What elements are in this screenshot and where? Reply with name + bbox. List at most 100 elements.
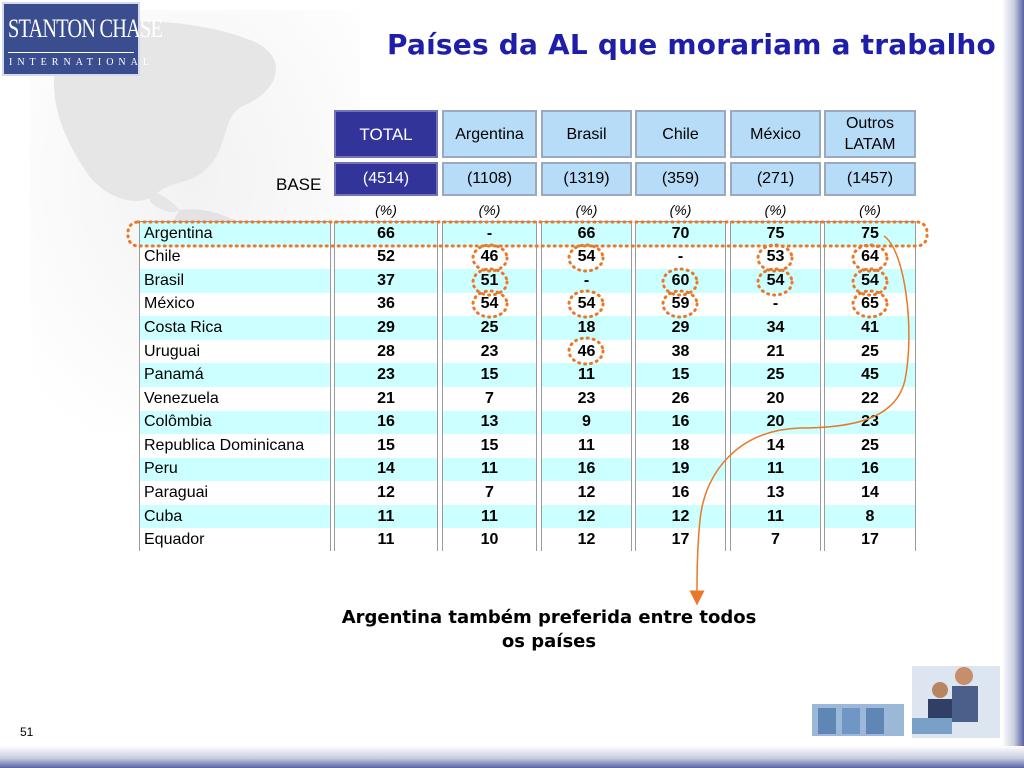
column-header-outros-latam: Outros LATAM (824, 110, 916, 158)
row-label: Equador (140, 528, 330, 552)
column-header-argentina: Argentina (442, 110, 537, 158)
table-cell: 19 (636, 457, 725, 482)
table-cell: 11 (335, 528, 437, 552)
table-cell: 13 (443, 410, 536, 435)
table-cell: 25 (731, 363, 820, 387)
table-cell: 54 (825, 269, 915, 293)
table-cell: 26 (636, 386, 725, 411)
row-label: Brasil (140, 269, 330, 293)
page-number: 51 (20, 725, 34, 739)
table-cell: 12 (335, 481, 437, 505)
slide-title: Países da AL que morariam a trabalho (387, 28, 996, 61)
table-cell: 15 (443, 363, 536, 387)
table-cell: 23 (825, 410, 915, 435)
brasil-value-column: 66 54-54 18 46 11 23 9 11 16 12 12 12 (541, 221, 632, 552)
table-cell: 54 (542, 292, 631, 317)
table-cell: 36 (335, 292, 437, 317)
table-cell: 7 (443, 481, 536, 505)
table-cell: 18 (542, 316, 631, 340)
unit-label: (%) (859, 202, 881, 218)
table-cell: 11 (335, 504, 437, 529)
base-total: (4514) (334, 162, 438, 196)
table-cell: 11 (731, 504, 820, 529)
table-cell: 45 (825, 363, 915, 387)
table-cell: 7 (731, 528, 820, 552)
base-label: BASE (276, 175, 322, 194)
table-cell: 7 (443, 386, 536, 411)
table-cell: 22 (825, 386, 915, 411)
column-header-chile: Chile (635, 110, 726, 158)
base-argentina: (1108) (442, 162, 537, 196)
row-label: Venezuela (140, 386, 330, 411)
table-cell: 28 (335, 339, 437, 364)
table-cell: 64 (825, 245, 915, 270)
table-cell: 9 (542, 410, 631, 435)
column-header-total: TOTAL (334, 110, 438, 158)
annotation-caption: Argentina também preferida entre todos o… (341, 607, 757, 652)
table-cell: 66 (542, 222, 631, 246)
total-value-column: 66 52 37 36 29 28 23 21 16 15 14 12 11 11 (334, 221, 438, 552)
office-people-photo-icon (812, 666, 1000, 738)
chile-value-column: 70-60 59 29 38 15 26 16 18 19 16 12 17 (635, 221, 726, 552)
logo-subtitle: INTERNATIONAL (9, 57, 154, 68)
table-cell: 38 (636, 339, 725, 364)
base-chile: (359) (635, 162, 726, 196)
table-cell: 41 (825, 316, 915, 340)
table-cell: 25 (825, 339, 915, 364)
table-cell: 14 (335, 457, 437, 482)
table-cell: 12 (542, 481, 631, 505)
unit-label: (%) (478, 202, 501, 218)
table-cell: 14 (825, 481, 915, 505)
table-cell: 66 (335, 222, 437, 246)
row-label: Cuba (140, 504, 330, 529)
table-cell: 11 (731, 457, 820, 482)
row-label: Peru (140, 457, 330, 482)
table-cell: 15 (443, 434, 536, 458)
table-cell: 59 (636, 292, 725, 317)
table-cell: 75 (731, 222, 820, 246)
mexico-value-column: 75 53 54-34 21 25 20 20 14 11 13 11 7 (730, 221, 821, 552)
table-cell: 54 (542, 245, 631, 270)
table-cell: 65 (825, 292, 915, 317)
unit-label: (%) (375, 202, 397, 218)
base-brasil: (1319) (541, 162, 632, 196)
outros-latam-value-column: 75 64 54 65 41 25 45 22 23 25 16 14 8 17 (824, 221, 916, 552)
company-logo: STANTON CHASE INTERNATIONAL (2, 2, 163, 76)
table-cell: 15 (335, 434, 437, 458)
table-cell: 29 (636, 316, 725, 340)
table-cell: 18 (636, 434, 725, 458)
table-cell: 46 (443, 245, 536, 270)
base-outros-latam: (1457) (824, 162, 916, 196)
table-cell: 23 (335, 363, 437, 387)
table-cell: 16 (542, 457, 631, 482)
table-cell: 10 (443, 528, 536, 552)
logo-divider (8, 52, 134, 53)
row-label: Colômbia (140, 410, 330, 435)
row-label: México (140, 292, 330, 317)
table-cell: 25 (825, 434, 915, 458)
table-cell: 60 (636, 269, 725, 293)
table-cell: 46 (542, 339, 631, 364)
unit-label: (%) (575, 202, 598, 218)
country-label-column: Argentina Chile Brasil México Costa Rica Urug… (139, 221, 331, 552)
table-cell: 11 (542, 434, 631, 458)
table-cell: 13 (731, 481, 820, 505)
table-cell: 8 (825, 504, 915, 529)
table-cell: - (636, 245, 725, 270)
table-cell: 16 (636, 410, 725, 435)
table-cell: 34 (731, 316, 820, 340)
row-label: Costa Rica (140, 316, 330, 340)
table-cell: 23 (443, 339, 536, 364)
table-cell: 52 (335, 245, 437, 270)
row-label: Panamá (140, 363, 330, 387)
table-cell: 12 (542, 528, 631, 552)
table-cell: 16 (636, 481, 725, 505)
table-cell: 70 (636, 222, 725, 246)
table-cell: 20 (731, 386, 820, 411)
column-header-brasil: Brasil (541, 110, 632, 158)
column-header-mexico: México (730, 110, 821, 158)
table-cell: 11 (443, 504, 536, 529)
table-cell: 54 (443, 292, 536, 317)
table-cell: 37 (335, 269, 437, 293)
table-cell: - (542, 269, 631, 293)
